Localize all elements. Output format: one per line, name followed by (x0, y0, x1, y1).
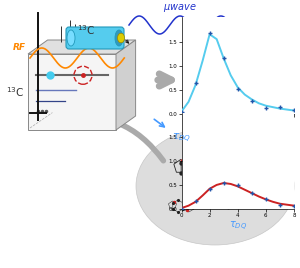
Polygon shape (28, 54, 116, 130)
Polygon shape (116, 40, 136, 130)
Ellipse shape (115, 30, 123, 46)
Text: $\mu$wave: $\mu$wave (163, 2, 196, 14)
Polygon shape (28, 40, 136, 54)
Text: $^{13}$C: $^{13}$C (77, 23, 95, 37)
Text: RF: RF (13, 43, 26, 53)
Text: $^{13}$C: $^{13}$C (6, 85, 24, 99)
FancyBboxPatch shape (66, 27, 124, 49)
Ellipse shape (136, 127, 294, 245)
Text: $\tau_{DQ}$: $\tau_{DQ}$ (172, 132, 191, 145)
Ellipse shape (67, 30, 75, 46)
Ellipse shape (118, 33, 124, 43)
